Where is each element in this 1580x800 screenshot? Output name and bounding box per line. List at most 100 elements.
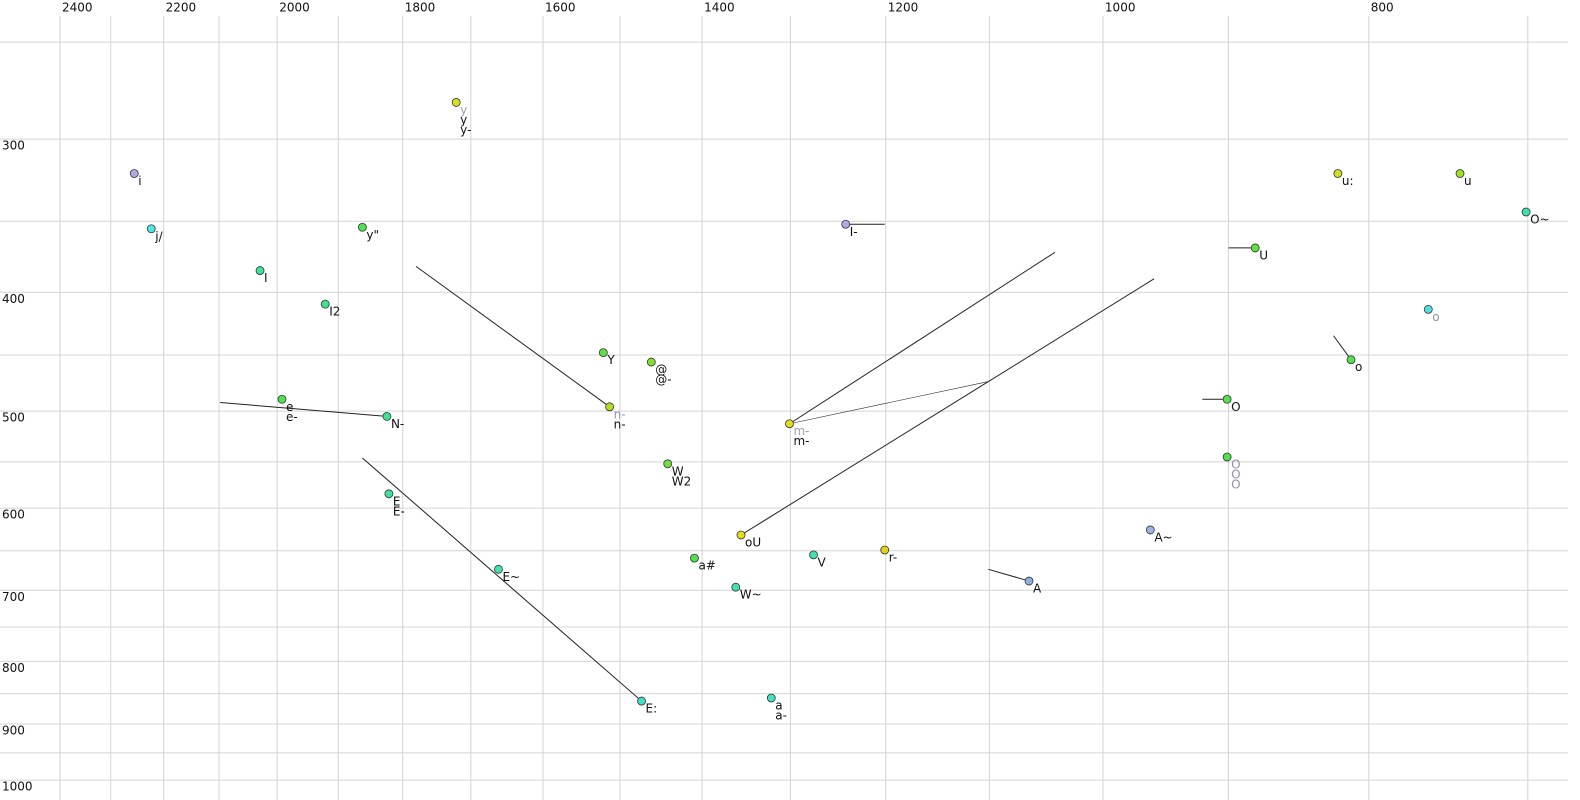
point-label: m- bbox=[793, 434, 809, 448]
point-label: o bbox=[1432, 310, 1439, 324]
point-label: @- bbox=[655, 373, 671, 387]
point-label: m- bbox=[793, 424, 809, 438]
point-label: I2 bbox=[329, 305, 340, 319]
y-tick-label: 700 bbox=[2, 590, 25, 604]
point bbox=[605, 402, 615, 412]
x-tick-label: 2000 bbox=[279, 1, 310, 15]
point-label: O bbox=[1231, 457, 1240, 471]
trajectory bbox=[789, 251, 1056, 425]
x-tick-label: 2200 bbox=[166, 1, 197, 15]
point-label: I- bbox=[850, 225, 858, 239]
point bbox=[382, 412, 392, 421]
point-label: y bbox=[460, 113, 467, 127]
point-label: oU bbox=[745, 536, 761, 550]
point-label: E: bbox=[646, 702, 658, 716]
point bbox=[646, 357, 656, 367]
point bbox=[1222, 394, 1232, 404]
point-label: a- bbox=[775, 708, 787, 722]
point bbox=[598, 348, 608, 358]
point-label: V bbox=[818, 555, 827, 569]
point-label: a bbox=[775, 698, 782, 712]
point-label: j/ bbox=[154, 229, 163, 243]
point bbox=[663, 459, 673, 469]
point-label: A~ bbox=[1154, 530, 1172, 544]
point-label: r- bbox=[889, 550, 898, 564]
x-tick-label: 2400 bbox=[62, 1, 93, 15]
point-label: n- bbox=[614, 407, 626, 421]
point bbox=[880, 545, 890, 555]
x-tick-label: 1800 bbox=[405, 1, 436, 15]
point-label: y" bbox=[366, 228, 379, 242]
x-tick-label: 1200 bbox=[888, 1, 919, 15]
trajectory bbox=[1333, 335, 1352, 361]
point-label: U bbox=[1259, 248, 1268, 262]
point bbox=[1250, 243, 1260, 253]
point-label: u bbox=[1464, 174, 1472, 188]
point-label: A bbox=[1033, 582, 1042, 596]
point bbox=[1521, 207, 1531, 217]
point bbox=[809, 550, 818, 560]
trajectory bbox=[415, 265, 610, 408]
point bbox=[494, 564, 503, 574]
point bbox=[384, 489, 394, 499]
point-label: I bbox=[264, 271, 268, 285]
point-label: O bbox=[1231, 467, 1240, 481]
point bbox=[637, 696, 646, 706]
trajectory bbox=[220, 402, 387, 417]
point-label: O bbox=[1231, 400, 1240, 414]
y-tick-label: 600 bbox=[2, 508, 25, 522]
y-tick-label: 500 bbox=[2, 411, 25, 425]
trajectory bbox=[740, 278, 1155, 536]
point bbox=[841, 219, 851, 229]
y-tick-label: 900 bbox=[2, 724, 25, 738]
point-label: N- bbox=[391, 417, 404, 431]
point-label: O bbox=[1231, 477, 1240, 491]
y-tick-label: 400 bbox=[2, 292, 25, 306]
point-label: O~ bbox=[1530, 213, 1550, 227]
x-tick-label: 1600 bbox=[545, 1, 576, 15]
y-tick-label: 800 bbox=[2, 661, 25, 675]
trajectory bbox=[789, 381, 989, 425]
point-label: Y bbox=[606, 353, 615, 367]
x-tick-label: 1000 bbox=[1105, 1, 1136, 15]
point bbox=[255, 266, 265, 275]
point-label: y bbox=[460, 103, 467, 117]
point bbox=[146, 224, 156, 234]
point bbox=[1145, 525, 1155, 535]
point bbox=[736, 530, 746, 540]
point-label: W2 bbox=[672, 474, 692, 488]
point bbox=[1333, 169, 1343, 178]
point-label: E~ bbox=[502, 570, 520, 584]
point-label: W~ bbox=[740, 588, 762, 602]
point bbox=[1024, 576, 1034, 586]
point bbox=[357, 222, 367, 232]
y-tick-label: 1000 bbox=[2, 780, 33, 794]
point-label: @ bbox=[655, 363, 667, 377]
point bbox=[320, 299, 330, 309]
y-tick-label: 300 bbox=[2, 139, 25, 153]
x-tick-label: 1400 bbox=[704, 1, 735, 15]
point bbox=[451, 98, 461, 107]
trajectory bbox=[988, 568, 1030, 582]
point-label: n- bbox=[614, 417, 626, 431]
point bbox=[785, 419, 794, 429]
point-label: e bbox=[286, 400, 293, 414]
point bbox=[1222, 452, 1232, 462]
x-tick-label: 800 bbox=[1371, 1, 1394, 15]
point-label: E- bbox=[393, 504, 405, 518]
point bbox=[277, 394, 287, 404]
point-label: e- bbox=[286, 410, 298, 424]
point bbox=[1455, 169, 1465, 178]
point bbox=[1423, 304, 1433, 314]
point bbox=[129, 169, 139, 178]
point-label: u: bbox=[1342, 174, 1354, 188]
point-label: E bbox=[393, 494, 401, 508]
point-label: o bbox=[1355, 360, 1362, 374]
point bbox=[690, 553, 699, 563]
point-label: y- bbox=[460, 123, 471, 137]
trajectory bbox=[362, 457, 642, 702]
point-label: a# bbox=[698, 559, 715, 573]
point-label: i bbox=[138, 174, 141, 188]
